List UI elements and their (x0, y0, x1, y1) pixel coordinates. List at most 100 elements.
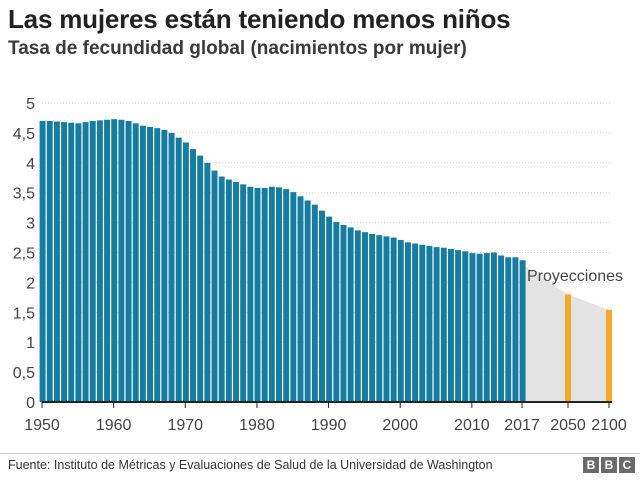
bar-2007 (447, 248, 454, 402)
bar-1970 (182, 142, 189, 402)
bar-1956 (82, 122, 89, 403)
bar-1969 (175, 137, 182, 402)
bar-1955 (75, 123, 82, 402)
y-tick-label: 3 (26, 216, 35, 233)
projection-annotation: Proyecciones (527, 268, 623, 285)
bar-1997 (376, 235, 383, 402)
bar-1992 (340, 224, 347, 402)
chart-title: Las mujeres están teniendo menos niños (8, 4, 511, 34)
x-tick-label: 1950 (24, 417, 60, 434)
bar-1972 (197, 155, 204, 402)
y-tick-label: 2 (26, 275, 35, 292)
bar-2000 (397, 239, 404, 402)
bar-1981 (261, 187, 268, 402)
logo-letter: B (583, 457, 599, 473)
bar-1965 (147, 126, 154, 403)
x-tick-label: 1970 (167, 417, 203, 434)
y-tick-label: 5 (26, 96, 35, 113)
x-tick-label: 2010 (454, 417, 490, 434)
bar-1957 (89, 120, 96, 402)
bar-1964 (139, 125, 146, 402)
bar-2002 (412, 243, 419, 402)
bar-1978 (240, 184, 247, 402)
bar-1963 (132, 123, 139, 402)
bar-1986 (297, 196, 304, 402)
bar-1950 (39, 120, 46, 402)
x-tick-label: 2000 (382, 417, 418, 434)
x-tick-label: 1990 (311, 417, 347, 434)
bar-1960 (111, 119, 118, 402)
bar-1954 (68, 122, 75, 402)
bar-1958 (96, 120, 103, 402)
chart-subtitle: Tasa de fecundidad global (nacimientos p… (8, 38, 467, 59)
bar-1996 (369, 233, 376, 402)
bar-1988 (311, 204, 318, 402)
bar-2016 (512, 257, 519, 402)
bar-1989 (319, 210, 325, 402)
y-tick-label: 1 (26, 335, 35, 352)
bbc-logo: B B C (583, 457, 635, 473)
bar-1976 (225, 179, 232, 402)
bar-2001 (404, 242, 411, 402)
bar-1973 (204, 162, 211, 402)
bar-1977 (233, 181, 239, 402)
bar-1974 (211, 170, 218, 402)
bar-2013 (490, 252, 497, 402)
bar-2011 (476, 253, 483, 402)
y-tick-label: 4,5 (13, 126, 35, 143)
x-tick-label: 2050 (550, 417, 586, 434)
bar-1990 (326, 216, 333, 402)
bar-1968 (168, 132, 175, 402)
y-tick-label: 4 (26, 156, 35, 173)
bar-1991 (333, 222, 340, 402)
bar-2017 (519, 260, 526, 402)
logo-letter: B (601, 457, 617, 473)
y-tick-label: 3,5 (13, 186, 35, 203)
footer-divider (0, 453, 640, 454)
bar-1975 (218, 176, 225, 402)
bar-1982 (268, 186, 275, 402)
bar-1953 (61, 122, 68, 403)
bar-1985 (290, 192, 297, 402)
x-tick-label: 1980 (239, 417, 275, 434)
bar-2008 (455, 250, 462, 402)
bar-1967 (161, 129, 168, 402)
bar-2015 (505, 257, 512, 402)
source-note: Fuente: Instituto de Métricas y Evaluaci… (8, 458, 493, 472)
bar-1983 (276, 187, 282, 402)
bar-1987 (304, 200, 311, 402)
projection-bar-2050 (565, 294, 571, 402)
bar-1999 (390, 237, 397, 402)
bar-2005 (433, 247, 440, 402)
bar-1984 (283, 189, 290, 402)
bars (39, 119, 612, 403)
bar-1959 (104, 119, 111, 402)
bar-1951 (46, 120, 53, 402)
x-tick-label: 1960 (96, 417, 132, 434)
bar-1979 (247, 186, 254, 402)
bar-2006 (440, 247, 447, 402)
y-tick-label: 0,5 (13, 365, 35, 382)
x-tick-label: 2100 (591, 417, 627, 434)
bar-2009 (462, 251, 469, 402)
logo-letter: C (619, 457, 635, 473)
bar-1971 (190, 149, 197, 402)
y-tick-label: 0 (26, 395, 35, 412)
bar-1966 (154, 128, 161, 402)
bar-2010 (469, 253, 476, 402)
bar-1994 (354, 230, 361, 402)
bar-2003 (419, 244, 426, 402)
bar-2012 (483, 253, 490, 402)
y-tick-label: 1,5 (13, 305, 35, 322)
bar-1980 (254, 187, 261, 402)
tick-labels: 0 0,5 1 1,5 2 2,5 3 3,5 4 4,5 5 1950 1960 1970 1980 199… (13, 96, 627, 434)
bar-1961 (118, 119, 125, 402)
projection-bar-2100 (606, 309, 612, 402)
y-tick-label: 2,5 (13, 246, 35, 263)
bar-1998 (383, 236, 390, 402)
bar-1962 (125, 120, 132, 402)
fertility-chart: 0 0,5 1 1,5 2 2,5 3 3,5 4 4,5 5 1950 1960 1970 1980 199… (13, 96, 627, 434)
bar-2014 (498, 255, 505, 402)
bar-1993 (347, 227, 354, 402)
bar-1995 (361, 232, 368, 402)
